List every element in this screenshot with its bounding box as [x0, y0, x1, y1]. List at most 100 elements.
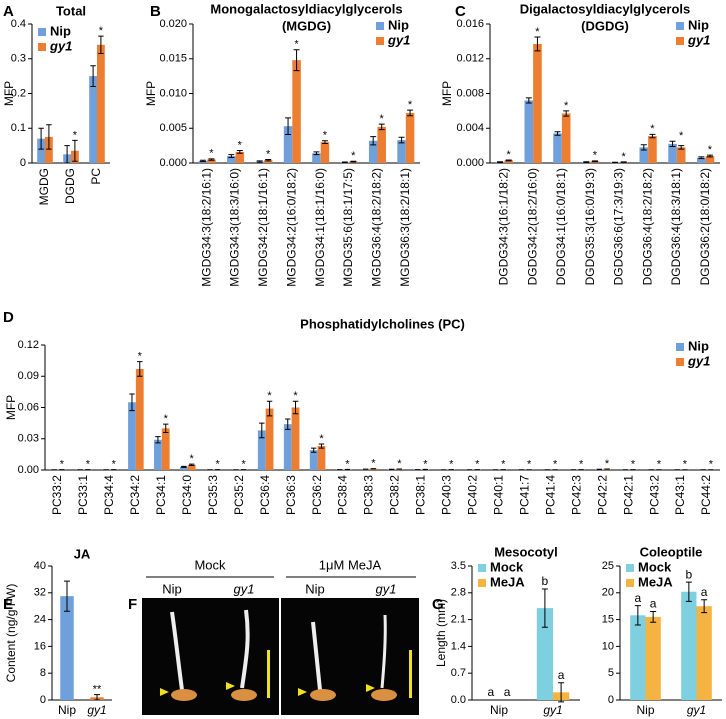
bar [533, 43, 542, 164]
photo-panel: F Mock Nip gy1 1μM MeJA Nip gy1 [128, 557, 419, 715]
annotation: ** [93, 684, 102, 696]
x-tick-label: PC43:2 [647, 475, 661, 515]
annotation: * [267, 390, 272, 402]
error-bar [46, 124, 52, 150]
annotation: * [605, 458, 610, 470]
x-tick-label: Nip [636, 703, 654, 717]
legend-label: MeJA [638, 574, 673, 589]
annotation: * [190, 453, 195, 465]
x-tick-label: gy1 [543, 703, 562, 717]
error-bar [285, 418, 291, 430]
bar-label: a [635, 591, 642, 605]
legend-swatch [676, 343, 684, 351]
error-bar [398, 136, 405, 144]
error-bar [188, 463, 195, 467]
y-axis-label: MFP [4, 395, 18, 420]
annotation: * [564, 100, 569, 112]
column-label: Nip [305, 581, 325, 596]
column-label: gy1 [234, 581, 255, 596]
x-tick-label: DGDG36:4(18:3/18:1) [669, 168, 683, 285]
annotation: * [60, 458, 65, 470]
seed [231, 689, 257, 701]
bar [369, 468, 378, 470]
x-tick-label: PC38:1 [414, 475, 428, 515]
y-tick-label: 0.000 [159, 157, 187, 169]
error-bar [98, 35, 104, 55]
seed [171, 689, 197, 701]
bar [227, 156, 236, 163]
panel-label: D [3, 309, 14, 326]
error-bar [591, 160, 598, 163]
annotation: * [423, 458, 428, 470]
error-bar [321, 140, 328, 145]
annotation: * [345, 458, 350, 470]
error-bar [649, 133, 656, 139]
x-tick-label: PC35:2 [232, 475, 246, 515]
bar [265, 408, 274, 470]
x-tick-label: DGDG36:2(18:0/18:2) [698, 168, 712, 285]
y-tick-label: 0.06 [18, 401, 39, 413]
error-bar [583, 161, 590, 164]
annotation: * [323, 130, 328, 142]
annotation: * [650, 123, 655, 135]
y-tick-label: 2.1 [451, 614, 466, 626]
x-tick-label: MGDG35:6(18:1/17:5) [341, 168, 355, 287]
bar [283, 126, 293, 163]
error-bar [208, 158, 215, 161]
x-tick-label: DGDG [63, 168, 77, 204]
bar [154, 439, 162, 470]
bar [257, 430, 266, 470]
error-bar [378, 123, 385, 131]
annotation: * [397, 458, 402, 470]
annotation: * [99, 25, 104, 37]
error-bar [228, 154, 235, 158]
chart-title: Total [56, 3, 86, 18]
x-tick-label: DGDG34:2(18:2/16:0) [525, 168, 539, 285]
annotation: * [408, 99, 413, 111]
error-bar [94, 694, 100, 701]
seedling [380, 614, 387, 689]
error-bar [612, 161, 619, 164]
x-tick-label: PC40:3 [440, 475, 454, 515]
y-tick-label: 0.00 [18, 464, 39, 476]
bar-label: a [488, 685, 495, 699]
legend-label: Nip [388, 17, 409, 32]
chart: B Monogalactosyldiacylglycerols(MGDG)MFP0… [144, 1, 420, 287]
error-bar [505, 159, 512, 162]
y-axis-label: Length (mm) [434, 599, 448, 667]
annotation: * [293, 390, 298, 402]
error-bar [313, 151, 320, 156]
error-bar [236, 149, 243, 154]
panel-label: E [3, 596, 13, 613]
bar [320, 142, 330, 163]
y-tick-label: 25 [602, 560, 614, 572]
error-bar [620, 161, 627, 163]
x-tick-label: PC36:2 [310, 475, 324, 515]
panel-label: A [3, 3, 14, 20]
bar [630, 615, 646, 700]
bar [207, 159, 216, 163]
annotation: * [631, 458, 636, 470]
x-tick-label: PC44:2 [699, 475, 713, 515]
column-label: gy1 [376, 581, 397, 596]
annotation: * [709, 459, 714, 471]
error-bar [350, 160, 357, 163]
y-tick-label: 40 [34, 560, 46, 572]
error-bar [685, 581, 692, 602]
y-tick-label: 0.4 [11, 18, 26, 30]
x-tick-label: MGDG34:3(18:2/16:1) [199, 168, 213, 287]
y-tick-label: 0.016 [456, 18, 484, 30]
chart-title: Phosphatidylcholines (PC) [300, 316, 465, 331]
y-tick-label: 0.015 [159, 53, 187, 65]
x-tick-label: PC40:2 [466, 475, 480, 515]
panel-label: F [128, 596, 137, 613]
bar [60, 596, 74, 700]
error-bar [155, 436, 161, 444]
chart: D Phosphatidylcholines (PC) MFP 0.00 0.03 0.0… [3, 309, 720, 515]
legend-swatch [38, 43, 46, 51]
bar [696, 606, 712, 700]
x-tick-label: DGDG36:6(17:3/19:3) [612, 168, 626, 285]
bar-label: a [701, 585, 708, 599]
bar [135, 368, 144, 470]
error-bar [497, 161, 504, 164]
